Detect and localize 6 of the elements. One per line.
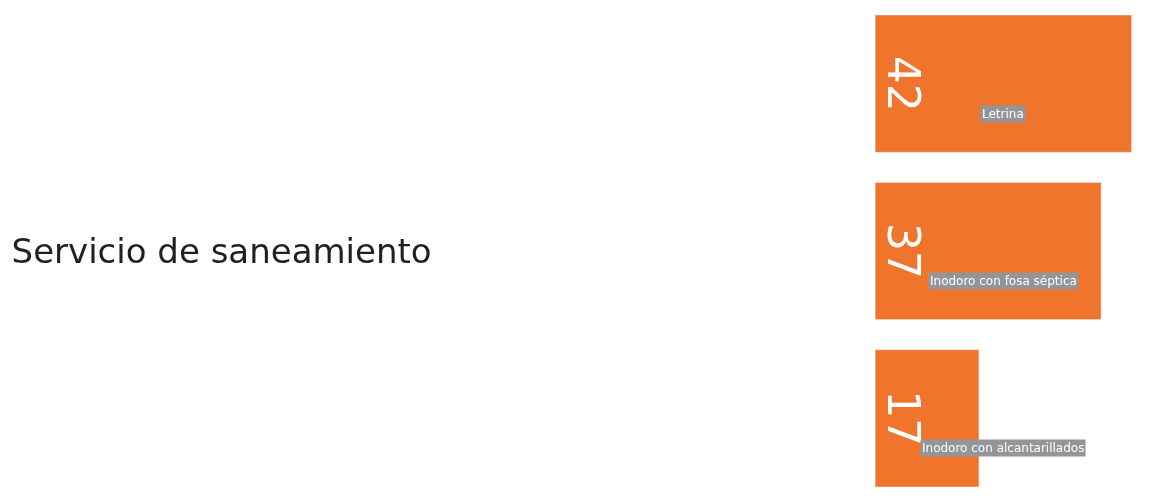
data-label: 42 [878,55,930,112]
y-tick-label: Letrina [982,107,1024,121]
data-label: 37 [878,223,930,279]
y-tick-label: Inodoro con fosa séptica [930,274,1077,288]
text: Servicio de saneamiento [11,230,432,271]
y-tick-label: Inodoro con alcantarillados [922,441,1085,455]
